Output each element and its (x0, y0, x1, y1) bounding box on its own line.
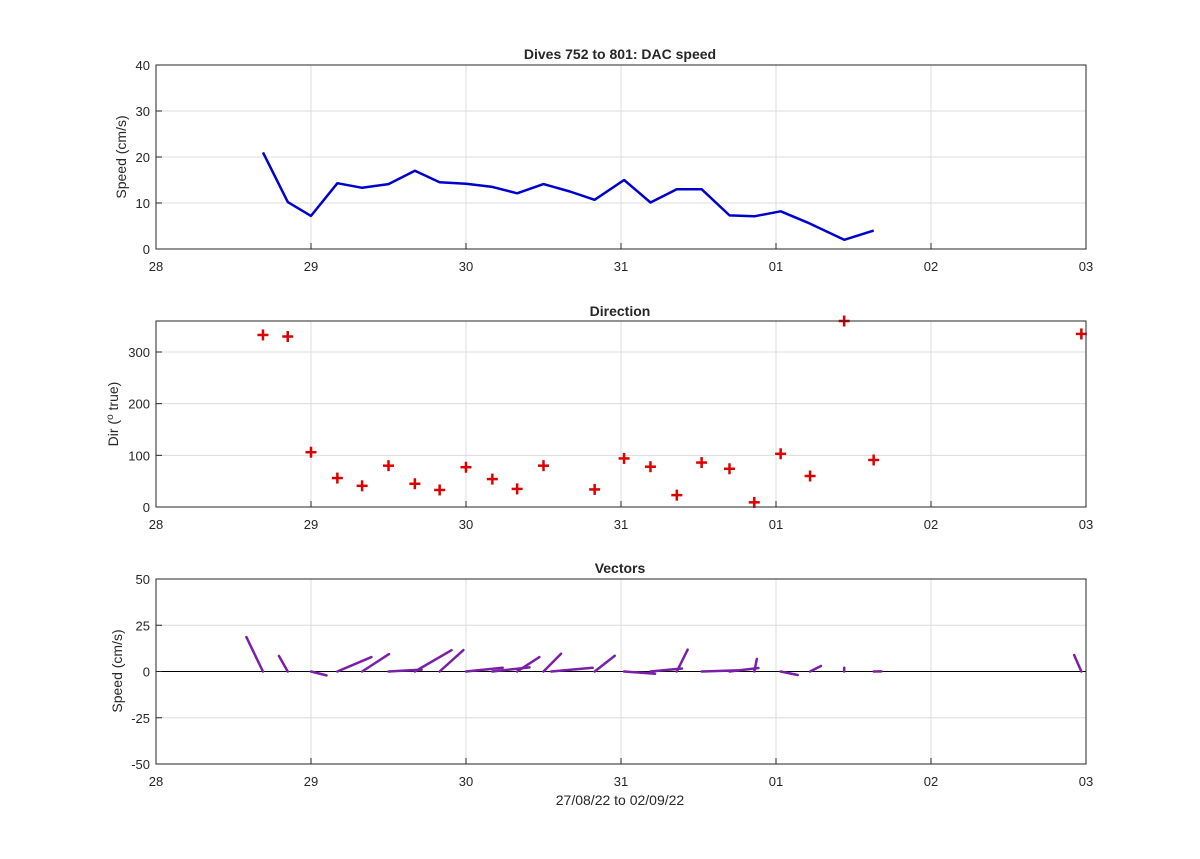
vector-segment (675, 648, 689, 673)
direction-point (331, 472, 343, 484)
direction-point (282, 331, 294, 342)
y-tick-label: 40 (136, 58, 150, 73)
vector-segment (464, 666, 504, 673)
direction-point (644, 461, 656, 473)
y-tick-label: 200 (128, 397, 150, 412)
vector-segment (438, 648, 465, 673)
vector-segment (1072, 653, 1083, 673)
x-tick-label: 03 (1079, 774, 1093, 789)
y-tick-label: 300 (128, 345, 150, 360)
vectors-title: Vectors (595, 560, 646, 576)
vector-segment (245, 635, 265, 673)
x-tick-label: 01 (769, 774, 783, 789)
x-tick-label: 29 (304, 774, 318, 789)
x-tick-label: 31 (614, 259, 628, 274)
vector-segment (542, 652, 563, 673)
vector-segment (622, 670, 657, 675)
vector-segment (309, 670, 328, 677)
direction-point (748, 496, 760, 508)
x-tick-label: 29 (304, 517, 318, 532)
vectors-ylabel: Speed (cm/s) (109, 629, 125, 712)
direction-point (671, 489, 683, 501)
direction-point (486, 473, 498, 485)
x-tick-label: 02 (924, 259, 938, 274)
x-tick-label: 01 (769, 259, 783, 274)
direction-point (257, 329, 269, 341)
vector-segment (277, 654, 289, 673)
x-tick-label: 03 (1079, 517, 1093, 532)
y-tick-label: 10 (136, 196, 150, 211)
y-tick-label: 0 (143, 242, 150, 257)
x-tick-label: 31 (614, 517, 628, 532)
direction-point (589, 483, 601, 495)
x-tick-label: 02 (924, 517, 938, 532)
direction-point (409, 478, 421, 490)
direction-point (724, 463, 735, 475)
y-tick-label: 30 (136, 104, 150, 119)
speed-panel: Dives 752 to 801: DAC speed Speed (cm/s)… (113, 46, 1093, 274)
x-tick-label: 28 (149, 517, 163, 532)
direction-point (305, 446, 317, 458)
x-tick-label: 29 (304, 259, 318, 274)
vector-segment (593, 654, 617, 673)
direction-point (804, 470, 816, 482)
x-tick-label: 30 (459, 259, 473, 274)
vector-segment (808, 664, 823, 673)
direction-point (618, 452, 630, 464)
vector-segment (728, 666, 760, 673)
direction-point (460, 461, 472, 473)
y-tick-label: 100 (128, 448, 150, 463)
x-tick-label: 31 (614, 774, 628, 789)
x-tick-label: 30 (459, 774, 473, 789)
x-tick-label: 02 (924, 774, 938, 789)
direction-point (356, 480, 368, 492)
direction-ylabel-prefix: Dir ( (105, 420, 121, 447)
y-tick-label: 0 (143, 500, 150, 515)
direction-point (1075, 328, 1087, 340)
y-tick-label: -50 (131, 757, 150, 772)
x-tick-label: 01 (769, 517, 783, 532)
speed-ylabel: Speed (cm/s) (113, 115, 129, 198)
vector-segment (336, 655, 373, 673)
x-tick-label: 28 (149, 259, 163, 274)
direction-point (383, 460, 394, 472)
vectors-panel: Vectors Speed (cm/s) 28 29 30 31 01 02 03 -50 -2… (109, 560, 1093, 808)
vector-segment (515, 655, 541, 673)
direction-point (775, 448, 787, 460)
x-axis-label: 27/08/22 to 02/09/22 (556, 792, 685, 808)
vector-segment (413, 648, 453, 673)
direction-point (538, 460, 549, 472)
vector-segment (779, 670, 799, 677)
direction-point (696, 457, 708, 469)
direction-point (434, 484, 446, 496)
direction-ylabel: Dir (o true) (105, 382, 122, 447)
vector-segment (753, 657, 759, 673)
speed-title: Dives 752 to 801: DAC speed (524, 46, 716, 62)
y-tick-label: 0 (143, 665, 150, 680)
y-tick-label: 50 (136, 572, 150, 587)
direction-point (511, 483, 523, 495)
y-tick-label: 20 (136, 150, 150, 165)
vector-segment (550, 666, 594, 673)
direction-title: Direction (590, 303, 651, 319)
direction-point (868, 454, 880, 466)
y-tick-label: -25 (131, 711, 150, 726)
x-tick-label: 28 (149, 774, 163, 789)
y-tick-label: 25 (136, 618, 150, 633)
x-tick-label: 30 (459, 517, 473, 532)
speed-series-line (261, 151, 875, 242)
direction-ylabel-suffix: true) (105, 382, 121, 415)
direction-panel: Direction Dir (o true) 28 29 30 31 01 02 03 0 10… (105, 303, 1094, 532)
direction-ylabel-degree: o (105, 414, 116, 420)
vector-segment (360, 652, 391, 673)
x-tick-label: 03 (1079, 259, 1093, 274)
